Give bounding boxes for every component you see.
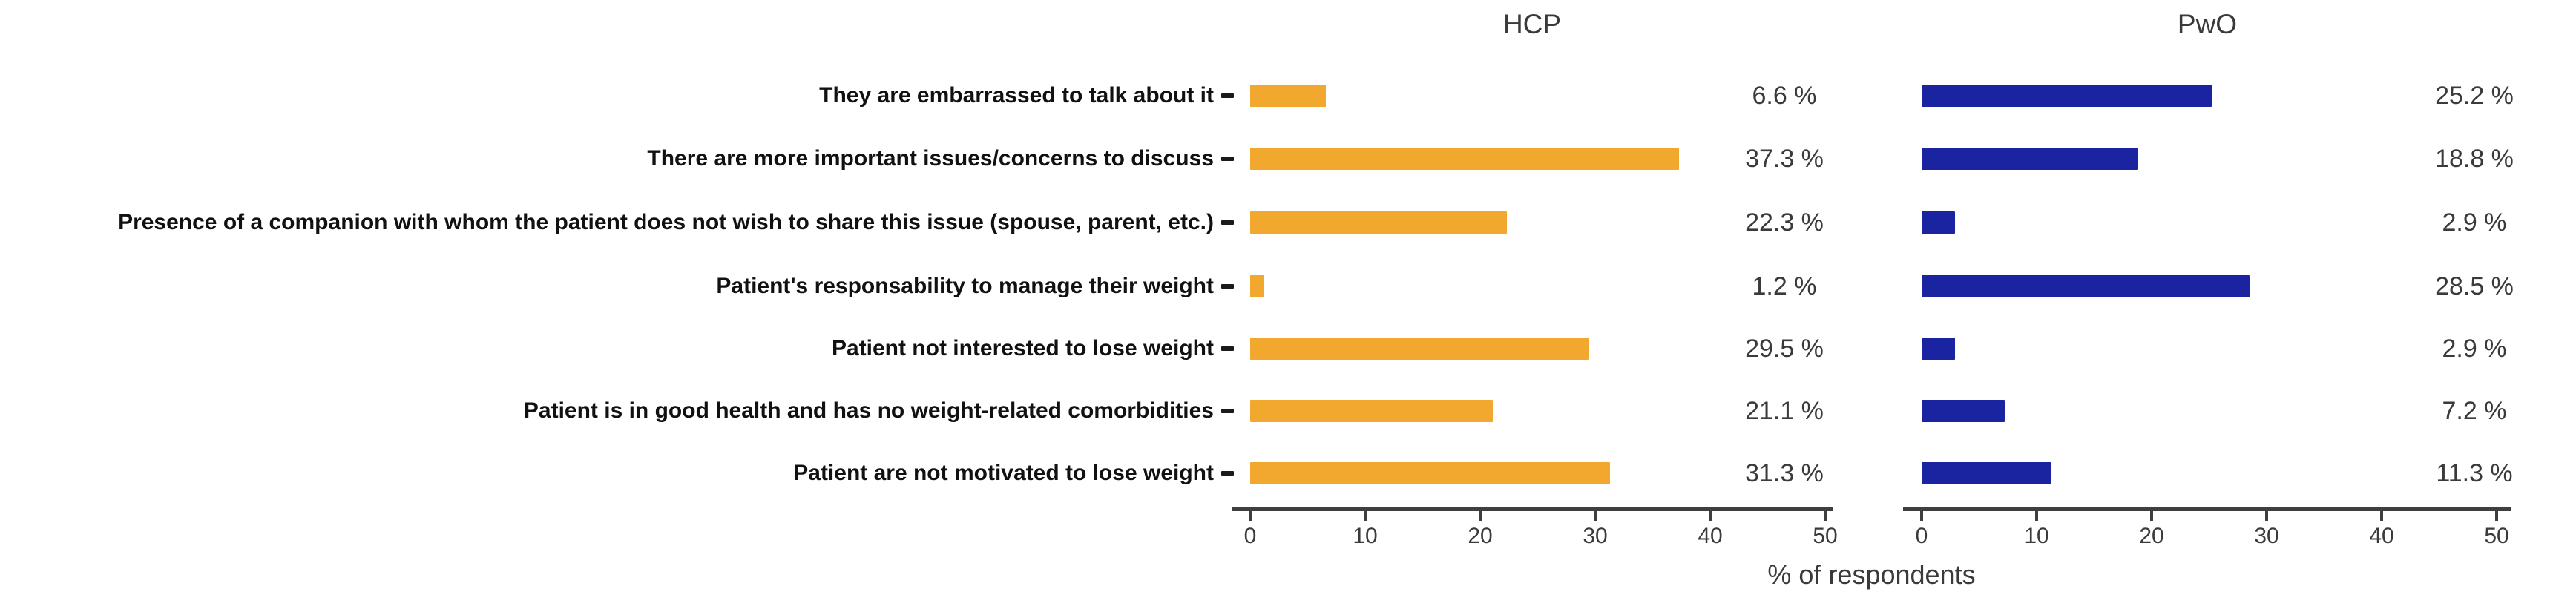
x-tick-label: 20 (1468, 524, 1493, 548)
value-label: 11.3 % (2436, 459, 2513, 487)
x-axis-line (1903, 507, 2511, 511)
category-label: There are more important issues/concerns… (647, 146, 1214, 171)
bar (1922, 275, 2250, 297)
category-label: Patient is in good health and has no wei… (523, 398, 1214, 423)
x-axis-tick (1594, 511, 1597, 521)
value-label: 7.2 % (2442, 397, 2507, 425)
value-label: 31.3 % (1745, 459, 1824, 487)
y-axis-tick (1221, 220, 1234, 225)
x-axis-tick (2495, 511, 2498, 521)
y-axis-tick (1221, 157, 1234, 161)
x-tick-label: 30 (1583, 524, 1608, 548)
value-label: 2.9 % (2442, 335, 2507, 363)
bar (1922, 400, 2005, 422)
y-axis-tick (1221, 93, 1234, 98)
facet-title: PwO (2177, 9, 2238, 39)
facet-title: HCP (1502, 9, 1562, 39)
value-label: 22.3 % (1745, 208, 1824, 237)
x-axis-tick (2035, 511, 2038, 521)
value-label: 18.8 % (2435, 145, 2514, 173)
category-label: Patient's responsability to manage their… (716, 274, 1214, 298)
x-tick-label: 0 (1243, 524, 1257, 548)
x-axis-tick (2265, 511, 2268, 521)
x-tick-label: 0 (1915, 524, 1928, 548)
x-axis-title: % of respondents (1767, 559, 1976, 590)
y-axis-tick (1221, 471, 1234, 476)
value-label: 37.3 % (1745, 145, 1824, 173)
value-label: 1.2 % (1752, 272, 1817, 300)
x-axis-tick (1920, 511, 1923, 521)
bar (1250, 338, 1589, 360)
x-tick-label: 20 (2139, 524, 2164, 548)
value-label: 21.1 % (1745, 397, 1824, 425)
x-tick-label: 40 (2369, 524, 2394, 548)
x-tick-label: 30 (2254, 524, 2279, 548)
x-axis-tick (1824, 511, 1827, 521)
category-label: Patient are not motivated to lose weight (793, 461, 1214, 485)
bar (1922, 85, 2212, 107)
x-axis-tick (1709, 511, 1712, 521)
bar (1250, 462, 1610, 484)
bar (1922, 338, 1955, 360)
x-axis-tick (1364, 511, 1367, 521)
bar (1922, 462, 2051, 484)
value-label: 25.2 % (2435, 82, 2514, 110)
category-label: Patient not interested to lose weight (831, 336, 1214, 361)
x-tick-label: 50 (2484, 524, 2509, 548)
bar (1922, 148, 2138, 170)
x-tick-label: 50 (1813, 524, 1838, 548)
x-axis-tick (1479, 511, 1482, 521)
bar (1250, 85, 1326, 107)
x-tick-label: 10 (2024, 524, 2049, 548)
category-label: They are embarrassed to talk about it (819, 83, 1214, 108)
x-axis-tick (1249, 511, 1252, 521)
x-axis-line (1232, 507, 1833, 511)
value-label: 6.6 % (1752, 82, 1817, 110)
value-label: 28.5 % (2435, 272, 2514, 300)
y-axis-tick (1221, 409, 1234, 413)
x-tick-label: 10 (1353, 524, 1378, 548)
category-label: Presence of a companion with whom the pa… (118, 210, 1214, 234)
bar (1250, 275, 1264, 297)
value-label: 2.9 % (2442, 208, 2507, 237)
y-axis-tick (1221, 346, 1234, 351)
bar (1250, 211, 1507, 234)
bar (1250, 148, 1679, 170)
bar (1250, 400, 1493, 422)
x-axis-tick (2380, 511, 2383, 521)
x-tick-label: 40 (1698, 524, 1723, 548)
y-axis-tick (1221, 284, 1234, 289)
bar (1922, 211, 1955, 234)
value-label: 29.5 % (1745, 335, 1824, 363)
x-axis-tick (2150, 511, 2153, 521)
